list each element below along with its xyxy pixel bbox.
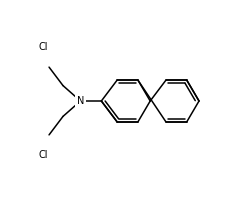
Text: N: N: [77, 96, 84, 106]
Text: Cl: Cl: [39, 150, 48, 160]
Text: Cl: Cl: [39, 42, 48, 52]
